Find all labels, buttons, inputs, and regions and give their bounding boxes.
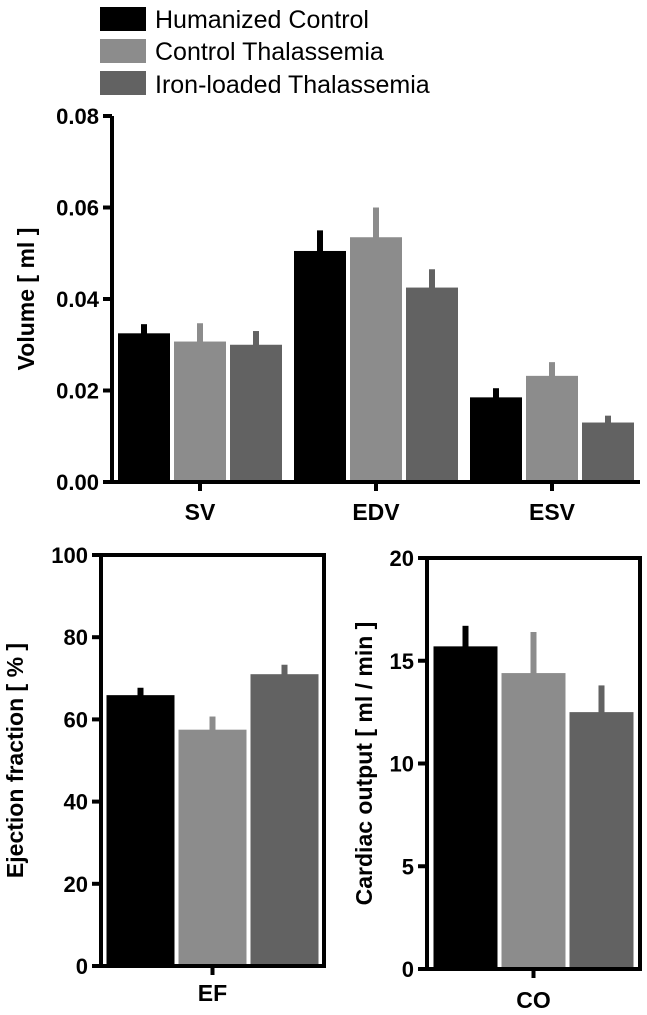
legend-label-control-thalassemia: Control Thalassemia: [155, 38, 384, 66]
legend-item-humanized-control: Humanized Control: [100, 6, 369, 34]
category-label-sv: SV: [185, 499, 216, 525]
y-tick-label-0-04: 0.04: [56, 287, 100, 312]
legend-swatch-control-thalassemia: [100, 39, 146, 63]
y-tick-label-0-00: 0.00: [56, 470, 99, 495]
bar-ef-control-thalassemia: [178, 729, 247, 966]
legend-swatch-humanized-control: [100, 7, 146, 31]
legend-swatch-iron-loaded-thalassemia: [100, 71, 146, 95]
y-tick-label-80: 80: [64, 625, 88, 650]
bar-co-humanized-control: [433, 646, 498, 969]
y-axis-title: Ejection fraction [ % ]: [2, 643, 28, 878]
y-tick-label-0: 0: [76, 954, 88, 979]
ejection-fraction-chart: EF 0 20 40 60 80 100 Ejection fraction [ % ]: [2, 543, 326, 1006]
y-tick-label-60: 60: [64, 707, 88, 732]
y-tick-label-0: 0: [402, 957, 414, 982]
bar-sv-control-thalassemia: [174, 341, 226, 482]
bar-esv-iron-loaded-thalassemia: [582, 422, 634, 482]
bar-esv-control-thalassemia: [526, 375, 578, 482]
y-tick-label-40: 40: [64, 790, 88, 815]
y-tick-label-10: 10: [390, 752, 414, 777]
bar-ef-iron-loaded-thalassemia: [250, 674, 319, 966]
y-axis-title: Volume [ ml ]: [13, 228, 39, 371]
bar-co-control-thalassemia: [501, 673, 566, 969]
legend-item-iron-loaded-thalassemia: Iron-loaded Thalassemia: [100, 71, 430, 99]
cardiac-output-chart: CO 0 5 10 15 20 Cardiac output [ ml / min ]: [351, 546, 642, 1013]
y-tick-label-0-08: 0.08: [56, 104, 99, 129]
category-label-edv: EDV: [352, 499, 400, 525]
category-label-esv: ESV: [529, 499, 576, 525]
category-label-ef: EF: [198, 980, 227, 1006]
y-axis-title: Cardiac output [ ml / min ]: [351, 622, 377, 906]
legend-label-iron-loaded-thalassemia: Iron-loaded Thalassemia: [155, 71, 430, 99]
bar-edv-control-thalassemia: [350, 237, 402, 482]
category-label-co: CO: [516, 987, 551, 1013]
y-tick-label-20: 20: [64, 872, 88, 897]
bar-edv-iron-loaded-thalassemia: [406, 287, 458, 482]
bar-ef-humanized-control: [106, 695, 175, 966]
y-tick-label-0-06: 0.06: [56, 196, 99, 221]
bar-esv-humanized-control: [470, 397, 522, 482]
legend: Humanized Control Control Thalassemia Ir…: [100, 6, 430, 99]
volume-chart: SV EDV ESV 0.00 0.02 0.04 0.06 0.08 Volume [ ml …: [13, 104, 640, 525]
bar-edv-humanized-control: [294, 250, 346, 482]
bar-sv-humanized-control: [118, 333, 170, 482]
y-tick-label-5: 5: [402, 854, 414, 879]
y-tick-label-0-02: 0.02: [56, 379, 99, 404]
y-tick-label-15: 15: [390, 649, 414, 674]
legend-item-control-thalassemia: Control Thalassemia: [100, 38, 384, 66]
bar-sv-iron-loaded-thalassemia: [230, 344, 282, 482]
y-tick-label-20: 20: [390, 546, 414, 571]
legend-label-humanized-control: Humanized Control: [155, 6, 369, 34]
bar-co-iron-loaded-thalassemia: [569, 712, 634, 969]
y-tick-label-100: 100: [51, 543, 88, 568]
